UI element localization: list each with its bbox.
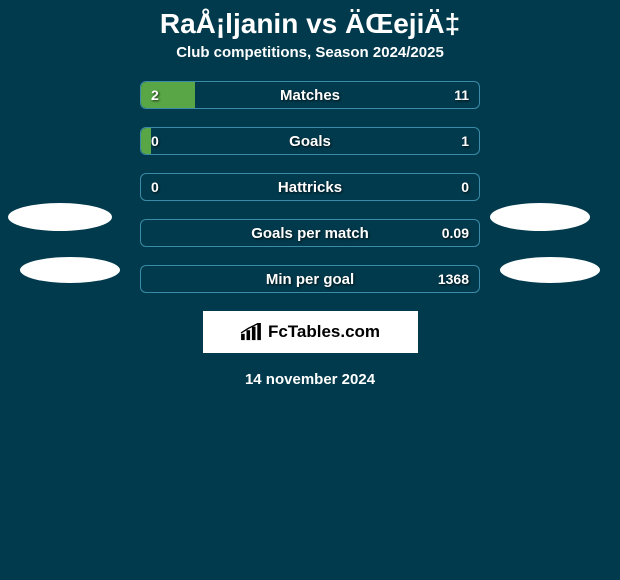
comparison-title: RaÅ¡ljanin vs ÄŒejiÄ‡: [0, 0, 620, 44]
stat-bars-container: 2Matches110Goals10Hattricks0Goals per ma…: [140, 81, 480, 293]
stat-bar: 0Hattricks0: [140, 173, 480, 201]
decorative-ellipse: [8, 203, 112, 231]
stat-bar: 0Goals1: [140, 127, 480, 155]
content-area: 2Matches110Goals10Hattricks0Goals per ma…: [0, 81, 620, 388]
stat-label: Goals: [141, 128, 479, 154]
stat-right-value: 0: [461, 174, 469, 200]
decorative-ellipse: [500, 257, 600, 283]
stat-right-value: 0.09: [442, 220, 469, 246]
stat-bar: 2Matches11: [140, 81, 480, 109]
comparison-subtitle: Club competitions, Season 2024/2025: [0, 44, 620, 81]
date-text: 14 november 2024: [0, 371, 620, 388]
stat-right-value: 1368: [438, 266, 469, 292]
stat-label: Goals per match: [141, 220, 479, 246]
stat-label: Hattricks: [141, 174, 479, 200]
stat-label: Matches: [141, 82, 479, 108]
decorative-ellipse: [20, 257, 120, 283]
stat-bar: Goals per match0.09: [140, 219, 480, 247]
stat-right-value: 1: [461, 128, 469, 154]
logo-text: FcTables.com: [268, 322, 380, 342]
bar-chart-icon: [240, 323, 262, 341]
stat-bar: Min per goal1368: [140, 265, 480, 293]
site-logo[interactable]: FcTables.com: [203, 311, 418, 353]
stat-right-value: 11: [454, 82, 469, 108]
decorative-ellipse: [490, 203, 590, 231]
stat-label: Min per goal: [141, 266, 479, 292]
